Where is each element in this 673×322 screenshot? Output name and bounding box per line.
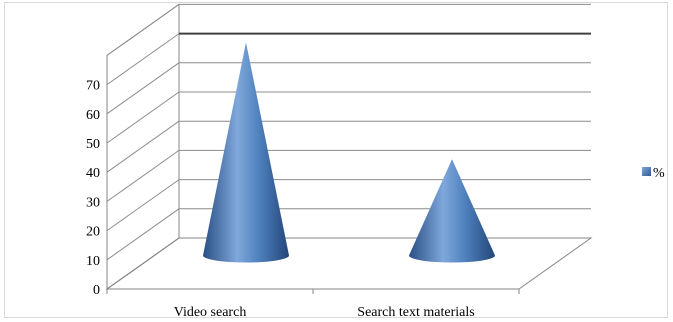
gridline-side — [106, 33, 180, 86]
chart-floor — [105, 84, 593, 290]
gridline-side — [106, 208, 180, 261]
gridline-side — [106, 120, 180, 173]
y-tick-label: 20 — [86, 225, 100, 240]
gridlines — [106, 3, 591, 290]
y-tick-label: 30 — [86, 195, 100, 210]
y-tick-label: 40 — [86, 166, 100, 181]
y-tick-label: 60 — [86, 108, 100, 123]
gridline-side — [106, 3, 180, 56]
y-tick-label: 0 — [93, 283, 100, 298]
gridline-side — [106, 91, 180, 144]
chart-frame: 0 10 20 30 40 50 60 70 Video search Search text … — [4, 2, 668, 319]
legend-swatch — [642, 167, 651, 176]
x-category-label: Video search — [174, 305, 247, 319]
data-marks — [203, 42, 495, 263]
gridline-side — [106, 62, 180, 115]
cone-bar — [203, 42, 289, 263]
cone-chart: 0 10 20 30 40 50 60 70 Video search Search text … — [86, 3, 665, 319]
gridline-side — [106, 179, 180, 232]
y-tick-label: 70 — [86, 79, 100, 94]
y-axis-ticks: 0 10 20 30 40 50 60 70 — [86, 79, 100, 298]
cone-bar — [409, 159, 495, 263]
legend: % — [642, 166, 665, 181]
y-tick-label: 50 — [86, 137, 100, 152]
legend-label: % — [653, 166, 665, 181]
y-tick-label: 10 — [86, 254, 100, 269]
x-category-label: Search text materials — [357, 305, 474, 319]
floor-outline — [105, 237, 593, 290]
gridline-side — [106, 149, 180, 202]
x-axis-labels: Video search Search text materials — [106, 289, 520, 319]
